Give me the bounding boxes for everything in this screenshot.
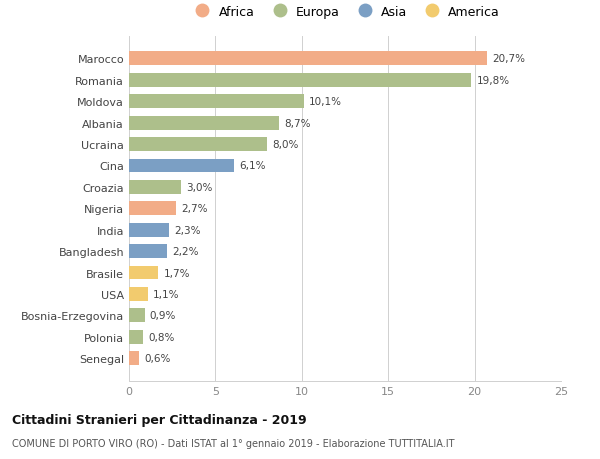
Bar xyxy=(129,52,487,66)
Text: 0,8%: 0,8% xyxy=(148,332,175,342)
Text: 1,7%: 1,7% xyxy=(164,268,190,278)
Bar xyxy=(129,330,143,344)
Bar xyxy=(129,202,176,216)
Bar xyxy=(129,266,158,280)
Bar xyxy=(129,245,167,258)
Text: 20,7%: 20,7% xyxy=(492,54,525,64)
Text: 19,8%: 19,8% xyxy=(476,76,509,86)
Bar xyxy=(129,159,235,173)
Text: COMUNE DI PORTO VIRO (RO) - Dati ISTAT al 1° gennaio 2019 - Elaborazione TUTTITA: COMUNE DI PORTO VIRO (RO) - Dati ISTAT a… xyxy=(12,438,455,448)
Text: 10,1%: 10,1% xyxy=(309,97,342,107)
Text: 2,2%: 2,2% xyxy=(172,246,199,257)
Bar xyxy=(129,223,169,237)
Text: 8,7%: 8,7% xyxy=(284,118,311,129)
Bar xyxy=(129,117,280,130)
Text: 8,0%: 8,0% xyxy=(272,140,299,150)
Text: 0,6%: 0,6% xyxy=(145,353,171,364)
Legend: Africa, Europa, Asia, America: Africa, Europa, Asia, America xyxy=(185,0,505,23)
Text: 1,1%: 1,1% xyxy=(153,289,179,299)
Text: 2,3%: 2,3% xyxy=(174,225,200,235)
Bar xyxy=(129,287,148,301)
Text: 6,1%: 6,1% xyxy=(239,161,266,171)
Bar xyxy=(129,138,267,152)
Bar xyxy=(129,352,139,365)
Bar xyxy=(129,309,145,323)
Text: 0,9%: 0,9% xyxy=(150,311,176,321)
Text: 3,0%: 3,0% xyxy=(186,183,212,192)
Bar xyxy=(129,74,471,88)
Text: Cittadini Stranieri per Cittadinanza - 2019: Cittadini Stranieri per Cittadinanza - 2… xyxy=(12,413,307,426)
Text: 2,7%: 2,7% xyxy=(181,204,208,214)
Bar xyxy=(129,95,304,109)
Bar xyxy=(129,180,181,195)
